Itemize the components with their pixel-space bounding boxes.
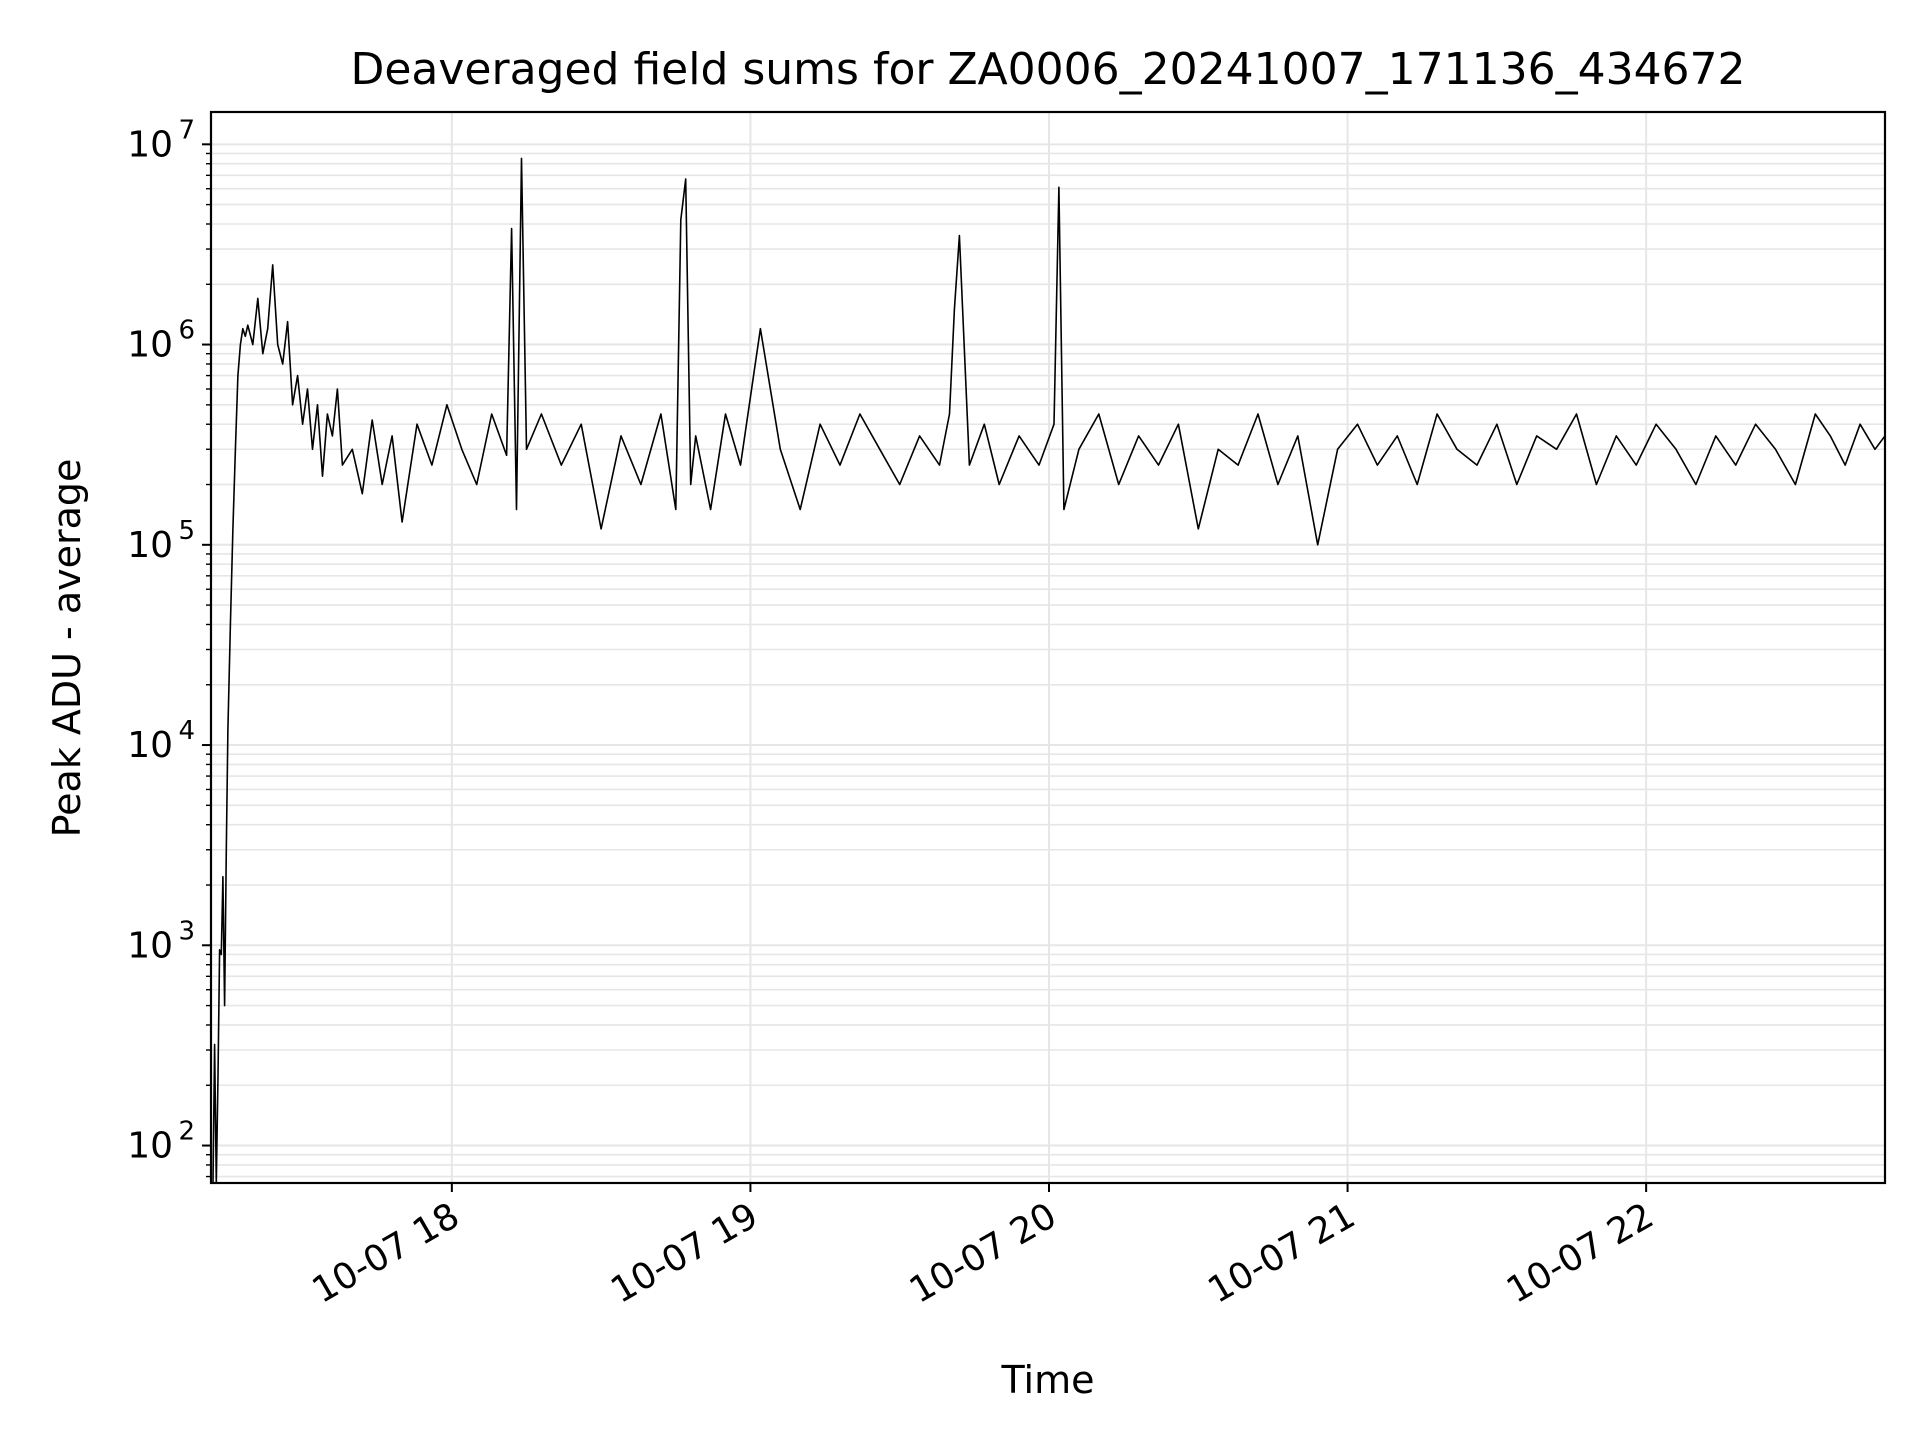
series-line xyxy=(212,157,1886,1184)
y-tick-label: 10 xyxy=(127,925,173,966)
x-axis-label: Time xyxy=(1001,1358,1095,1402)
data-line-layer xyxy=(212,157,1886,1184)
grid xyxy=(211,112,1885,1183)
y-tick-label: 10 xyxy=(127,1126,173,1167)
y-tick-label-exponent: 3 xyxy=(178,916,195,946)
chart-title: Deaveraged field sums for ZA0006_2024100… xyxy=(350,44,1745,95)
y-tick-label-exponent: 7 xyxy=(178,115,195,145)
y-tick-label: 10 xyxy=(127,325,173,366)
y-tick-label: 10 xyxy=(127,725,173,766)
y-tick-label-exponent: 4 xyxy=(178,716,195,746)
y-axis-label: Peak ADU - average xyxy=(45,459,89,838)
y-tick-label-exponent: 2 xyxy=(178,1117,195,1147)
y-tick-label: 10 xyxy=(127,124,173,165)
y-tick-label-exponent: 6 xyxy=(178,316,195,346)
y-tick-label-exponent: 5 xyxy=(178,516,195,546)
y-tick-label: 10 xyxy=(127,525,173,566)
